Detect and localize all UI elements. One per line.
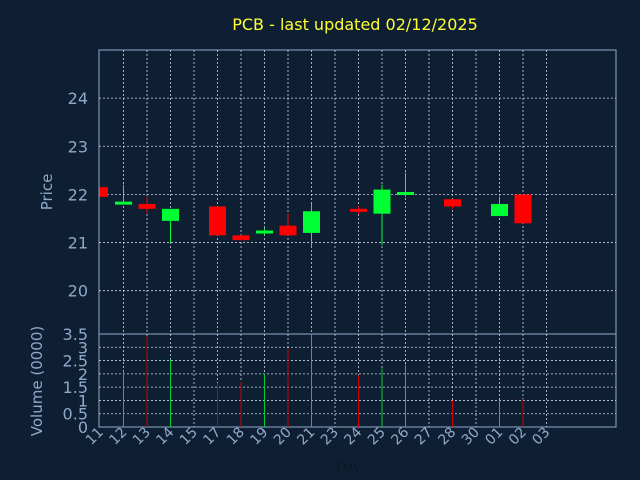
volume-series <box>123 334 524 427</box>
volume-tick-label: 0 <box>78 418 88 437</box>
x-tick-label: 26 <box>388 424 412 448</box>
volume-tick-labels: 00.511.522.533.5 <box>63 325 88 437</box>
price-axis-label: Price <box>38 174 56 211</box>
x-tick-label: 12 <box>106 425 130 449</box>
x-tick-label: 27 <box>412 425 436 449</box>
x-tick-label: 15 <box>177 425 201 449</box>
x-tick-label: 18 <box>224 425 248 449</box>
candle-body <box>279 225 297 236</box>
candlestick-series <box>99 172 532 248</box>
price-tick-label: 21 <box>68 234 88 253</box>
volume-tick-label: 1 <box>78 391 88 410</box>
x-tick-label: 24 <box>341 424 365 448</box>
x-tick-label: 17 <box>200 425 224 449</box>
candle-body <box>444 199 461 207</box>
volume-tick-label: 3 <box>78 338 88 357</box>
price-tick-label: 22 <box>68 185 88 204</box>
volume-tick-label: 2 <box>78 365 88 384</box>
x-tick-label: 23 <box>318 425 342 449</box>
candle-body <box>100 187 108 197</box>
price-tick-label: 20 <box>68 282 88 301</box>
volume-tick-label: 3.5 <box>63 325 88 344</box>
candle-body <box>138 204 156 209</box>
volume-axis-label: Volume (0000) <box>28 326 46 436</box>
candle-body <box>232 235 250 241</box>
x-tick-label: 01 <box>482 425 506 449</box>
x-tick-label: 19 <box>247 425 271 449</box>
x-tick-label: 02 <box>506 425 530 449</box>
volume-grid <box>99 334 616 427</box>
x-tick-label: 13 <box>130 425 154 449</box>
chart-title: PCB - last updated 02/12/2025 <box>232 15 478 34</box>
price-grid <box>99 50 616 334</box>
candle-body <box>491 204 508 217</box>
candle-body <box>397 192 414 195</box>
price-tick-labels: 20 21 22 23 24 <box>68 89 88 301</box>
volume-panel <box>98 333 617 428</box>
x-tick-label: 28 <box>435 425 459 449</box>
volume-tick-label: 0.5 <box>63 405 88 424</box>
volume-tick-label: 1.5 <box>63 378 88 397</box>
x-tick-label: 30 <box>459 425 483 449</box>
candle-body <box>373 189 391 214</box>
x-tick-labels: 11 12 13 14 15 17 18 19 20 21 23 24 25 26 27 28 30 01 02 03 <box>83 424 553 448</box>
candle-body <box>115 201 132 205</box>
price-panel <box>98 49 617 335</box>
x-axis-label: Day <box>336 459 361 475</box>
candle-body <box>162 208 179 221</box>
price-tick-label: 23 <box>68 137 88 156</box>
x-tick-label: 21 <box>294 425 318 449</box>
x-tick-label: 03 <box>529 425 553 449</box>
x-tick-label: 20 <box>271 425 295 449</box>
candle-body <box>303 211 320 233</box>
candle-body <box>514 194 532 224</box>
price-tick-label: 24 <box>68 89 88 108</box>
candle-body <box>209 206 226 236</box>
x-tick-label: 14 <box>153 424 177 448</box>
candle-body <box>350 208 367 212</box>
volume-tick-label: 2.5 <box>63 352 88 371</box>
candle-body <box>256 230 273 234</box>
x-tick-label: 25 <box>365 425 389 449</box>
